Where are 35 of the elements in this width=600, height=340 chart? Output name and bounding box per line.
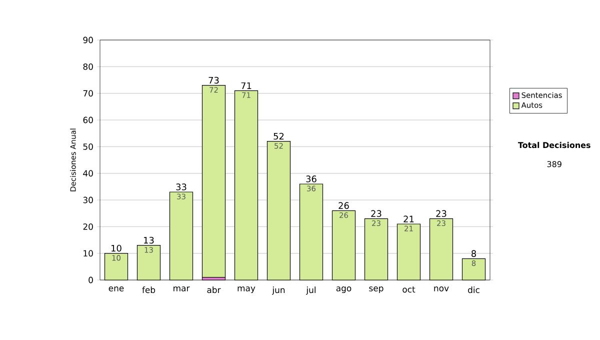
x-tick-label: may <box>238 286 256 294</box>
y-tick-label: 20 <box>83 223 93 230</box>
x-tick-label: sep <box>369 286 384 294</box>
total-label: 52 <box>274 132 284 140</box>
x-tick-label: ene <box>108 286 124 292</box>
y-tick-label: 60 <box>83 116 93 124</box>
total-label: 23 <box>436 210 446 217</box>
y-tick-label: 90 <box>83 36 93 44</box>
total-label: 33 <box>176 184 186 190</box>
x-tick-label: oct <box>402 286 416 293</box>
y-tick-label: 0 <box>88 276 93 284</box>
x-tick-label: abr <box>207 286 221 294</box>
x-tick-label: jun <box>272 286 285 295</box>
total-label: 36 <box>306 176 316 182</box>
x-tick-label: ago <box>336 286 352 294</box>
bar <box>202 85 226 278</box>
y-tick-label: 50 <box>83 143 93 150</box>
x-tick-label: dic <box>468 286 480 294</box>
total-label: 10 <box>112 244 122 252</box>
y-tick-label: 40 <box>83 170 93 177</box>
total-label: 23 <box>371 210 382 217</box>
x-tick-label: mar <box>174 286 190 292</box>
total-label: 71 <box>241 82 252 89</box>
y-tick-label: 30 <box>83 196 93 204</box>
x-tick-label: nov <box>434 286 449 292</box>
y-tick-label: 10 <box>84 250 93 257</box>
total-label: 26 <box>338 202 349 209</box>
y-tick-label: 80 <box>83 63 93 70</box>
total-label: 8 <box>472 250 476 257</box>
x-tick-label: feb <box>142 286 156 294</box>
x-tick-label: jul <box>306 286 316 295</box>
total-label: 21 <box>404 216 414 222</box>
total-label: 73 <box>208 76 219 84</box>
total-label: 13 <box>144 236 154 244</box>
y-tick-label: 70 <box>83 90 93 97</box>
